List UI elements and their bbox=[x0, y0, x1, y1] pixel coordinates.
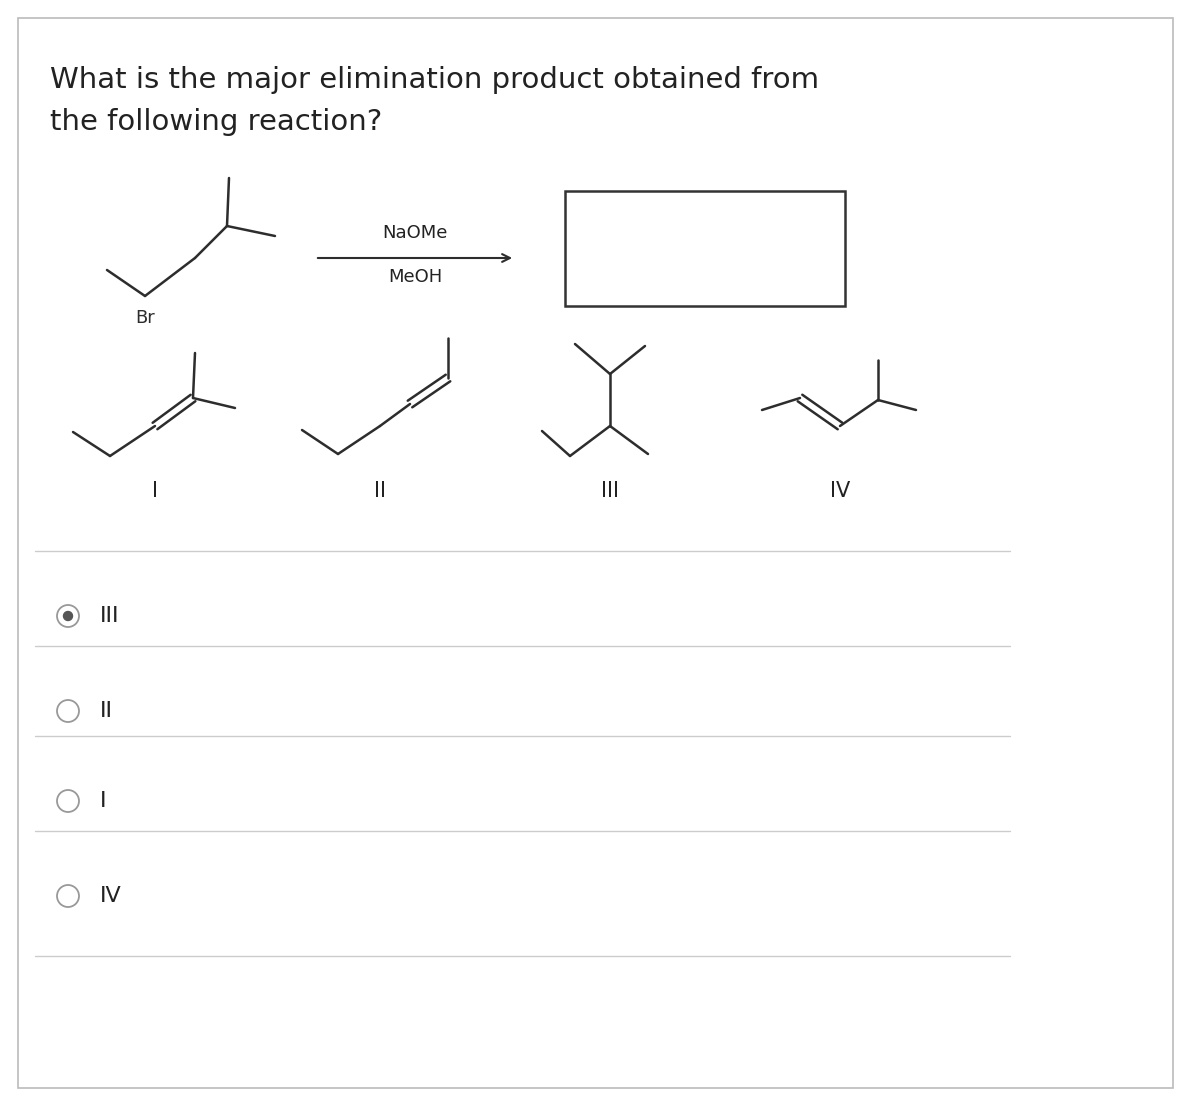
Text: MeOH: MeOH bbox=[387, 268, 442, 286]
Bar bbox=[565, 191, 845, 306]
Circle shape bbox=[57, 790, 79, 812]
Circle shape bbox=[57, 700, 79, 722]
Text: II: II bbox=[100, 701, 113, 721]
Text: I: I bbox=[100, 791, 106, 811]
Circle shape bbox=[63, 612, 73, 620]
Text: IV: IV bbox=[830, 481, 850, 501]
Text: What is the major elimination product obtained from: What is the major elimination product ob… bbox=[50, 66, 819, 94]
Text: the following reaction?: the following reaction? bbox=[50, 108, 383, 136]
Text: IV: IV bbox=[100, 886, 122, 906]
Circle shape bbox=[57, 885, 79, 907]
Circle shape bbox=[57, 605, 79, 627]
Text: II: II bbox=[374, 481, 386, 501]
Text: I: I bbox=[153, 481, 159, 501]
Text: III: III bbox=[601, 481, 619, 501]
Text: III: III bbox=[100, 606, 119, 626]
Text: Br: Br bbox=[135, 309, 155, 327]
Text: NaOMe: NaOMe bbox=[383, 225, 448, 242]
